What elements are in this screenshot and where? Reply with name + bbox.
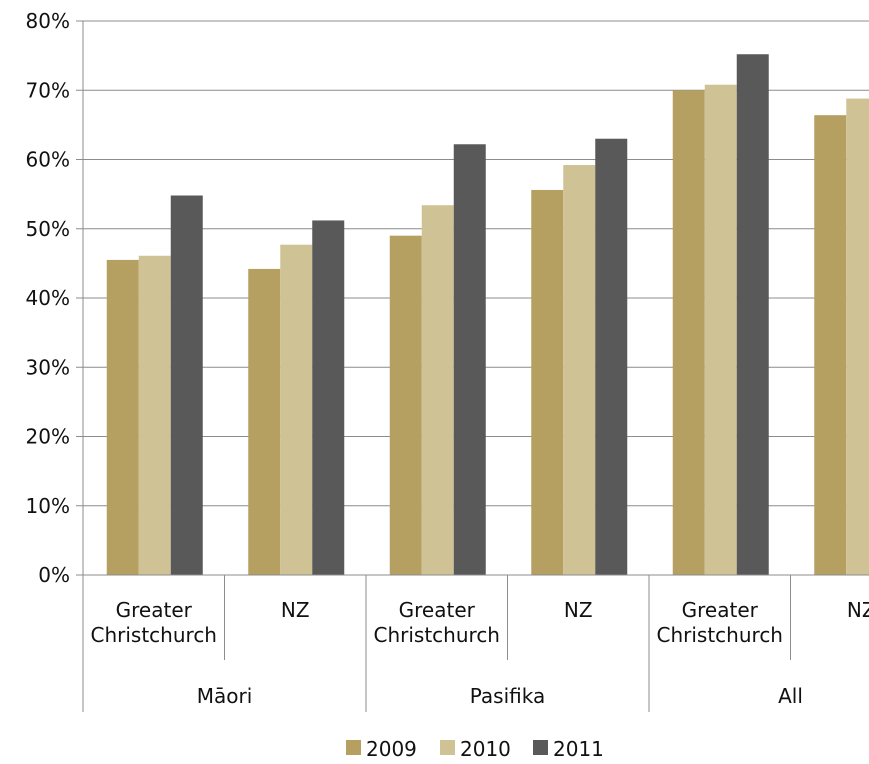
y-tick-label: 40% bbox=[26, 286, 70, 310]
y-tick-label: 60% bbox=[26, 148, 70, 172]
y-tick-label: 10% bbox=[26, 494, 70, 518]
x-group-label: Pasifika bbox=[470, 684, 545, 708]
bar-2011 bbox=[312, 220, 345, 575]
y-tick-label: 20% bbox=[26, 425, 70, 449]
bar-2010 bbox=[563, 165, 596, 576]
legend-swatch-2011 bbox=[533, 740, 548, 755]
bar-2009 bbox=[672, 90, 705, 575]
bar-2009 bbox=[814, 115, 847, 576]
x-group-label: Māori bbox=[197, 684, 253, 708]
bar-2010 bbox=[421, 205, 454, 575]
bars bbox=[106, 54, 869, 576]
bar-2010 bbox=[846, 98, 869, 575]
y-tick-label: 70% bbox=[26, 78, 70, 102]
x-category-label: Christchurch bbox=[91, 623, 217, 647]
bar-2009 bbox=[106, 259, 139, 575]
bar-2010 bbox=[138, 255, 171, 575]
axes bbox=[76, 20, 869, 712]
legend-swatch-2010 bbox=[440, 740, 455, 755]
legend: 2009 2010 2011 bbox=[346, 737, 604, 761]
bar-2011 bbox=[453, 144, 486, 575]
x-group-label: All bbox=[778, 684, 803, 708]
x-category-label: Greater bbox=[116, 598, 193, 622]
bar-2010 bbox=[704, 84, 737, 576]
x-category-label: NZ bbox=[564, 598, 593, 622]
legend-label-2011: 2011 bbox=[553, 737, 604, 760]
legend-swatch-2009 bbox=[346, 740, 361, 755]
x-category-label: Christchurch bbox=[657, 623, 783, 647]
x-category-label: Greater bbox=[399, 598, 476, 622]
x-category-label: Greater bbox=[682, 598, 759, 622]
bar-2011 bbox=[595, 138, 628, 575]
x-category-label: Christchurch bbox=[374, 623, 500, 647]
x-category-label: NZ bbox=[847, 598, 869, 622]
bar-2009 bbox=[389, 235, 422, 576]
y-axis-ticks: 0% 10% 20% 30% 40% 50% 60% 70% 80% bbox=[26, 9, 70, 587]
legend-label-2009: 2009 bbox=[366, 737, 417, 760]
legend-label-2010: 2010 bbox=[460, 737, 511, 760]
bar-2011 bbox=[736, 54, 769, 576]
y-tick-label: 50% bbox=[26, 217, 70, 241]
bar-2011 bbox=[170, 195, 203, 575]
y-tick-label: 30% bbox=[26, 355, 70, 379]
bar-2010 bbox=[280, 244, 313, 576]
bar-2009 bbox=[248, 268, 281, 575]
y-tick-label: 80% bbox=[26, 9, 70, 33]
y-tick-label: 0% bbox=[38, 563, 70, 587]
x-category-label: NZ bbox=[281, 598, 310, 622]
bar-2009 bbox=[531, 189, 564, 575]
